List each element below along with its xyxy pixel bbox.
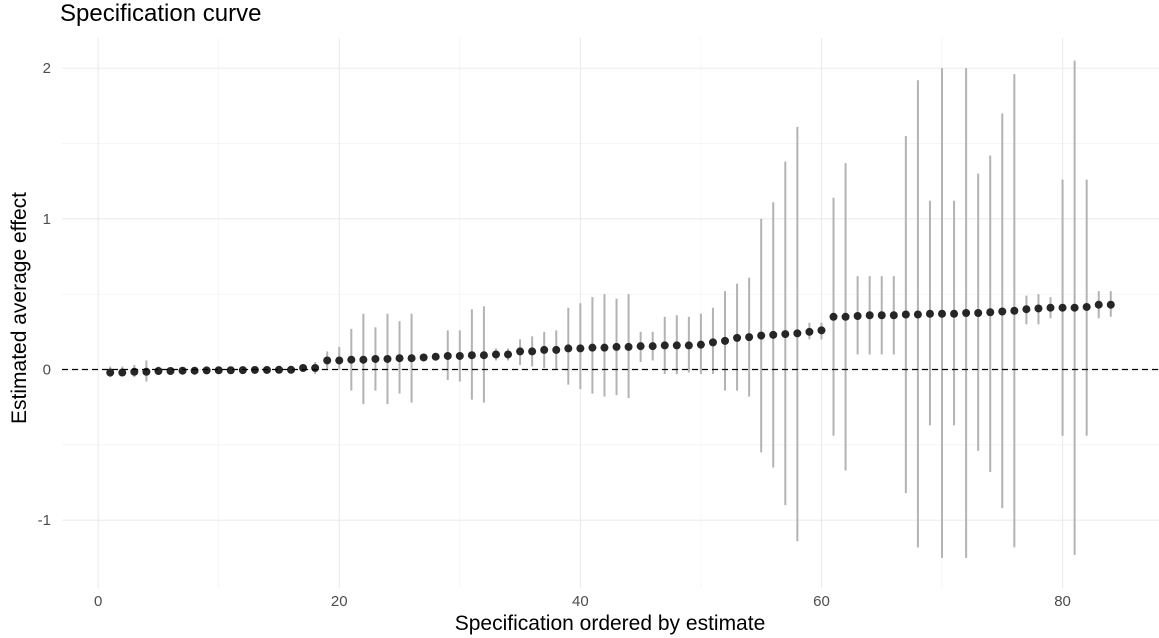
estimate-point [516, 347, 525, 356]
estimate-point [877, 311, 886, 320]
estimate-point [1082, 302, 1091, 311]
estimate-point [588, 343, 597, 352]
estimate-point [769, 330, 778, 339]
estimate-point [299, 364, 308, 372]
estimate-point [865, 311, 874, 320]
estimate-point [925, 309, 934, 318]
x-axis-ticks: 0 20 40 60 80 [94, 593, 1071, 610]
estimate-point [781, 330, 790, 339]
estimate-point [407, 354, 416, 363]
estimate-point [1058, 303, 1067, 312]
estimate-point [696, 340, 705, 349]
estimate-point [419, 353, 428, 362]
estimate-point [287, 365, 296, 374]
estimate-point [636, 342, 645, 351]
confidence-intervals [109, 60, 1112, 558]
x-tick-label: 80 [1054, 593, 1071, 610]
estimate-point [745, 333, 754, 342]
estimate-point [564, 344, 573, 353]
estimate-point [805, 327, 814, 336]
estimate-point [721, 336, 730, 345]
estimate-point [335, 356, 344, 365]
estimate-point [889, 311, 898, 320]
estimate-point [950, 309, 959, 318]
estimate-point [311, 364, 320, 372]
estimate-point [938, 309, 947, 318]
estimate-point [154, 367, 163, 376]
estimate-point [214, 366, 223, 375]
y-tick-label: 2 [43, 60, 51, 77]
estimate-point [226, 366, 235, 375]
estimate-point [901, 310, 910, 319]
estimate-point [238, 366, 247, 375]
estimate-point [998, 307, 1007, 316]
y-axis-ticks: -1 0 1 2 [38, 60, 51, 529]
x-tick-label: 20 [331, 593, 348, 610]
y-axis-title: Estimated average effect [8, 192, 31, 424]
y-tick-label: 0 [43, 362, 51, 379]
chart-title: Specification curve [60, 0, 261, 27]
estimate-point [913, 310, 922, 319]
estimate-point [178, 366, 187, 375]
estimate-point [684, 341, 693, 350]
estimate-point [974, 309, 983, 317]
estimate-points [106, 300, 1115, 377]
estimate-point [347, 355, 356, 364]
estimate-point [648, 342, 657, 351]
estimate-point [166, 367, 175, 376]
estimate-point [491, 350, 500, 359]
estimate-point [733, 333, 742, 342]
estimate-point [202, 366, 211, 375]
estimate-point [395, 354, 404, 363]
estimate-point [600, 343, 609, 352]
estimate-point [467, 351, 476, 360]
estimate-point [1010, 306, 1019, 315]
estimate-point [1034, 304, 1043, 313]
x-tick-label: 40 [572, 593, 589, 610]
x-tick-label: 0 [94, 593, 102, 610]
estimate-point [106, 368, 115, 377]
estimate-point [431, 352, 440, 361]
plot-grid [62, 38, 1159, 588]
estimate-point [1046, 303, 1055, 312]
estimate-point [118, 368, 127, 377]
estimate-point [323, 356, 332, 365]
estimate-point [455, 351, 464, 360]
estimate-point [624, 342, 633, 351]
estimate-point [479, 351, 488, 360]
x-tick-label: 60 [813, 593, 830, 610]
estimate-point [528, 347, 537, 356]
estimate-point [552, 345, 561, 354]
estimate-point [986, 308, 995, 317]
x-axis-title: Specification ordered by estimate [455, 612, 766, 635]
y-tick-label: 1 [43, 211, 51, 228]
estimate-point [757, 331, 766, 340]
estimate-point [1094, 300, 1103, 309]
estimate-point [962, 309, 971, 317]
estimate-point [576, 344, 585, 353]
y-tick-label: -1 [38, 512, 51, 529]
estimate-point [612, 342, 621, 351]
estimate-point [1070, 303, 1079, 312]
estimate-point [853, 312, 862, 321]
estimate-point [817, 326, 826, 335]
estimate-point [383, 354, 392, 363]
estimate-point [1106, 300, 1115, 309]
estimate-point [190, 366, 199, 375]
estimate-point [274, 365, 283, 374]
estimate-point [504, 350, 513, 359]
estimate-point [660, 341, 669, 350]
estimate-point [359, 355, 368, 364]
estimate-point [443, 351, 452, 360]
estimate-point [841, 312, 850, 321]
estimate-point [829, 312, 838, 321]
estimate-point [672, 341, 681, 350]
estimate-point [708, 338, 717, 347]
estimate-point [371, 354, 380, 363]
estimate-point [793, 329, 802, 338]
estimate-point [1022, 305, 1031, 314]
estimate-point [540, 345, 549, 354]
